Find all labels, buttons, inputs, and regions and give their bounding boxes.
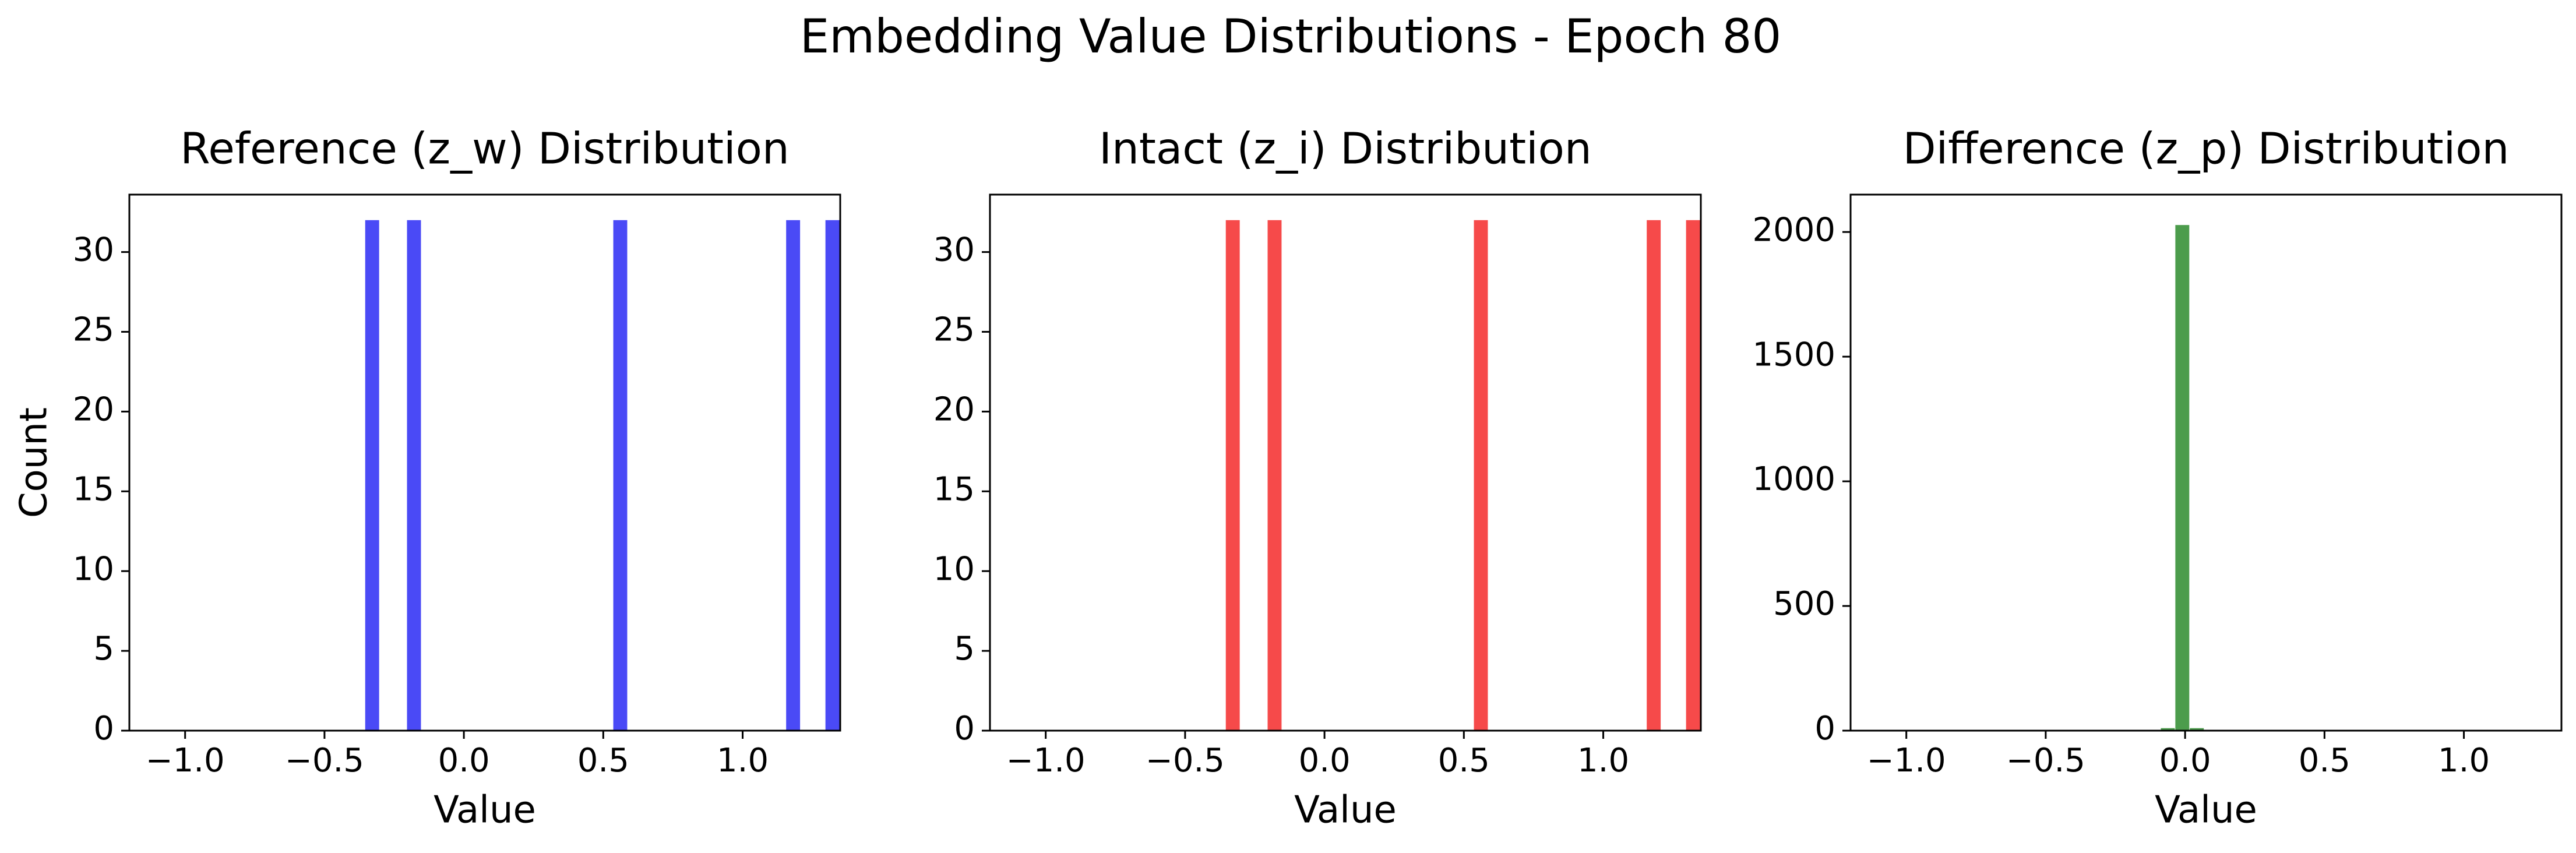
axes-frame bbox=[1849, 193, 2563, 732]
histogram-bar bbox=[365, 220, 379, 731]
y-tick-label: 25 bbox=[933, 311, 975, 349]
subplot-title: Intact (z_i) Distribution bbox=[1099, 124, 1592, 174]
subplots: −1.0 −0.5 0.0 0.5 1.0 0 5 10 15 20 25 30 Reference (… bbox=[13, 124, 2563, 832]
x-tick-label: 1.0 bbox=[2438, 742, 2490, 780]
y-tick-label: 5 bbox=[93, 630, 114, 668]
figure-title: Embedding Value Distributions - Epoch 80 bbox=[800, 9, 1782, 64]
histogram-bar bbox=[613, 220, 628, 731]
x-tick-label: −0.5 bbox=[2006, 742, 2085, 780]
y-tick-label: 25 bbox=[73, 311, 114, 349]
y-tick-label: 20 bbox=[73, 391, 114, 429]
y-tick-label: 0 bbox=[1814, 710, 1835, 748]
y-tick-label: 15 bbox=[933, 470, 975, 508]
subplot-title: Reference (z_w) Distribution bbox=[180, 124, 790, 174]
y-tick-label: 5 bbox=[954, 630, 975, 668]
y-tick-label: 500 bbox=[1773, 585, 1835, 623]
histogram-bar bbox=[1474, 220, 1488, 731]
x-tick-label: −1.0 bbox=[1006, 742, 1086, 780]
bars-1 bbox=[365, 220, 840, 731]
subplot-2: −1.0 −0.5 0.0 0.5 1.0 0 5 10 15 20 25 30 Intact (z_i… bbox=[933, 124, 1702, 832]
histogram-bar bbox=[1647, 220, 1661, 731]
x-axis-label: Value bbox=[2155, 789, 2257, 832]
bars-2 bbox=[1225, 220, 1700, 731]
x-tick-label: −0.5 bbox=[285, 742, 364, 780]
x-tick-label: 0.0 bbox=[438, 742, 490, 780]
y-tick-label: 30 bbox=[933, 231, 975, 269]
x-tick-label: 0.0 bbox=[2159, 742, 2211, 780]
histogram-bar bbox=[1686, 220, 1700, 731]
x-tick-label: −1.0 bbox=[146, 742, 225, 780]
subplot-3: −1.0 −0.5 0.0 0.5 1.0 0 500 1000 1500 2000 Differe… bbox=[1752, 124, 2563, 832]
y-tick-label: 30 bbox=[73, 231, 114, 269]
y-tick-label: 20 bbox=[933, 391, 975, 429]
histogram-bar bbox=[2190, 728, 2204, 731]
subplot-1: −1.0 −0.5 0.0 0.5 1.0 0 5 10 15 20 25 30 Reference (… bbox=[13, 124, 841, 832]
x-axis-label: Value bbox=[1294, 789, 1397, 832]
histogram-bar bbox=[2175, 225, 2190, 731]
y-tick-label: 1500 bbox=[1752, 336, 1835, 373]
y-tick-label: 15 bbox=[73, 470, 114, 508]
y-tick-label: 1000 bbox=[1752, 460, 1835, 498]
y-tick-label: 10 bbox=[73, 550, 114, 588]
y-tick-label: 0 bbox=[954, 710, 975, 748]
histogram-bar bbox=[1267, 220, 1282, 731]
axes-frame bbox=[128, 193, 841, 732]
bars-3 bbox=[2161, 225, 2204, 731]
subplot-title: Difference (z_p) Distribution bbox=[1903, 124, 2510, 174]
x-tick-label: −0.5 bbox=[1146, 742, 1225, 780]
y-tick-label: 10 bbox=[933, 550, 975, 588]
histogram-bar bbox=[1225, 220, 1240, 731]
histogram-bar bbox=[786, 220, 801, 731]
x-tick-label: 0.0 bbox=[1299, 742, 1351, 780]
histogram-bar bbox=[2161, 728, 2175, 731]
y-tick-label: 2000 bbox=[1752, 211, 1835, 249]
y-tick-label: 0 bbox=[93, 710, 114, 748]
x-axis-label: Value bbox=[434, 789, 536, 832]
x-tick-label: 0.5 bbox=[577, 742, 629, 780]
x-tick-label: 0.5 bbox=[1438, 742, 1490, 780]
x-tick-label: 1.0 bbox=[1577, 742, 1629, 780]
histogram-bar bbox=[407, 220, 421, 731]
histogram-bar bbox=[825, 220, 840, 731]
x-tick-label: 0.5 bbox=[2299, 742, 2351, 780]
x-tick-label: −1.0 bbox=[1867, 742, 1946, 780]
axes-frame bbox=[989, 193, 1702, 732]
x-tick-label: 1.0 bbox=[717, 742, 769, 780]
y-axis-label: Count bbox=[13, 407, 56, 518]
